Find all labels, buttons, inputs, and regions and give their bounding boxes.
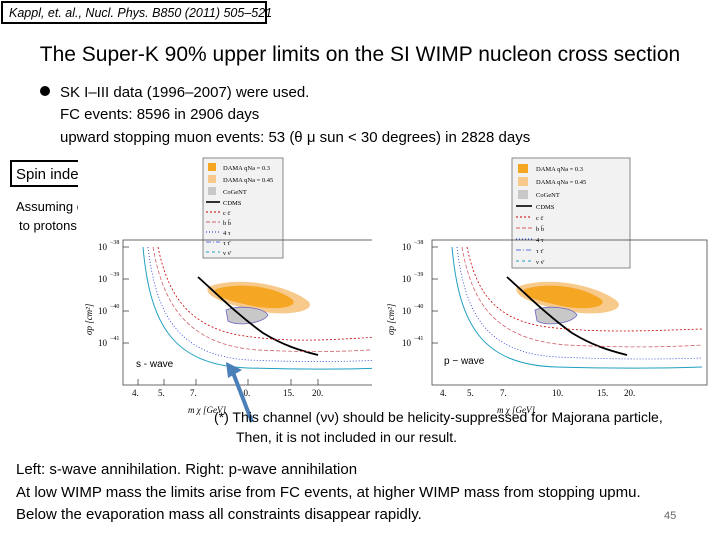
x-tick-right-20: 20. (624, 388, 635, 398)
region-dama-03-right (523, 285, 603, 309)
x-tick-left-20: 20. (312, 388, 323, 398)
x-tick-right-4: 4. (440, 388, 447, 398)
y-exp-right-40: −40 (414, 304, 423, 310)
curve-cdms-right (506, 276, 628, 356)
annotation-arrow (226, 362, 254, 423)
y-exp-right-39: −39 (414, 272, 423, 278)
y-exp-right-38: −38 (414, 240, 423, 246)
x-axis-label-right: m χ [GeV] (497, 405, 535, 415)
legend-label-dama03-right: DAMA qNa = 0.3 (536, 166, 583, 173)
legend-label-cc: c c̄ (223, 210, 231, 217)
x-tick-right-15: 15. (597, 388, 608, 398)
x-tick-left-15: 15. (283, 388, 294, 398)
note-line-1: (*) This channel (νν) should be helicity… (214, 409, 663, 425)
legend-label-dama03: DAMA qNa = 0.3 (223, 165, 270, 172)
legend-label-cc-right: c c̄ (536, 215, 544, 222)
legend-label-dama045-right: DAMA qNa = 0.45 (536, 179, 586, 186)
legend-swatch-cogent (208, 187, 216, 195)
legend-swatch-dama03-right (518, 164, 528, 173)
legend-label-tautau-right: τ τ̄ (536, 248, 544, 255)
legend-label-4tau-right: 4 τ (536, 237, 544, 244)
y-tick-right-38: 10 (402, 242, 412, 252)
y-tick-left-41: 10 (98, 338, 108, 348)
y-exp-left-39: −39 (110, 272, 119, 278)
legend-label-dama045: DAMA qNa = 0.45 (223, 177, 273, 184)
legend-label-bb: b b̄ (223, 220, 231, 227)
citation: Kappl, et. al., Nucl. Phys. B850 (2011) … (1, 1, 272, 24)
bullet-line-1: SK I–III data (1996–2007) were used. (60, 84, 310, 101)
legend-box-left (202, 157, 284, 259)
x-tick-left-5: 5. (158, 388, 165, 398)
y-tick-left-38: 10 (98, 242, 108, 252)
note-line-2: Then, it is not included in our result. (236, 429, 458, 445)
legend-label-cdms: CDMS (223, 200, 242, 207)
region-dama-03-left (214, 285, 294, 309)
page-number: 45 (664, 510, 677, 522)
y-exp-left-41: −41 (110, 336, 119, 342)
y-tick-right-40: 10 (402, 306, 412, 316)
p-wave-label: p − wave (444, 356, 485, 367)
legend-label-cogent: CoGeNT (223, 189, 247, 196)
legend-label-bb-right: b b̄ (536, 226, 544, 233)
bullet-line-2: FC events: 8596 in 2906 days (60, 106, 260, 123)
legend-box-right (511, 157, 631, 269)
curve-cdms-left (197, 276, 319, 356)
legend-label-nunu-right: ν ν̄ (536, 259, 545, 266)
x-tick-left-7: 7. (190, 388, 197, 398)
y-tick-right-41: 10 (402, 338, 412, 348)
x-tick-right-10: 10. (552, 388, 563, 398)
legend-swatch-dama03 (208, 163, 216, 171)
legend-label-cogent-right: CoGeNT (536, 192, 560, 199)
y-axis-label-right: σp [cm²] (386, 303, 396, 335)
s-wave-label: s - wave (136, 359, 174, 370)
y-exp-right-41: −41 (414, 336, 423, 342)
x-tick-left-4: 4. (132, 388, 139, 398)
legend-swatch-dama045-right (518, 177, 528, 186)
bullet-line-3: upward stopping muon events: 53 (θ μ sun… (60, 129, 531, 146)
bottom-line-3: Below the evaporation mass all constrain… (16, 506, 422, 523)
curve-nunu-left (142, 246, 384, 370)
x-tick-right-5: 5. (467, 388, 474, 398)
legend-label-tautau: τ τ̄ (223, 240, 231, 247)
legend-label-4tau: 4 τ (223, 230, 231, 237)
curve-bb-right (461, 246, 703, 348)
curve-nunu-right (451, 246, 703, 369)
curve-cc-right (466, 246, 703, 332)
legend-swatch-dama045 (208, 175, 216, 183)
plot-frame-right (431, 239, 708, 386)
bottom-line-2: At low WIMP mass the limits arise from F… (16, 484, 641, 501)
slide-title: The Super-K 90% upper limits on the SI W… (39, 43, 681, 66)
y-exp-left-38: −38 (110, 240, 119, 246)
curve-4tau-left (147, 246, 384, 362)
y-tick-left-40: 10 (98, 306, 108, 316)
legend-label-nunu: ν ν̄ (223, 250, 232, 257)
y-axis-label-left: σp [cm²] (84, 303, 94, 335)
x-tick-right-7: 7. (500, 388, 507, 398)
bullet-dot (40, 86, 50, 96)
x-tick-left-10: 10. (239, 388, 250, 398)
y-tick-left-39: 10 (98, 274, 108, 284)
y-tick-right-39: 10 (402, 274, 412, 284)
legend-label-cdms-right: CDMS (536, 204, 555, 211)
p-wave-plot: DAMA qNa = 0.3 DAMA qNa = 0.45 CoGeNT CD… (372, 155, 712, 430)
legend-swatch-cogent-right (518, 190, 528, 199)
arrow-head-icon (226, 362, 242, 378)
y-exp-left-40: −40 (110, 304, 119, 310)
x-axis-label-left: m χ [GeV] (188, 405, 226, 415)
bottom-line-1: Left: s-wave annihilation. Right: p-wave… (16, 461, 358, 478)
s-wave-plot: DAMA qNa = 0.3 DAMA qNa = 0.45 CoGeNT CD… (78, 155, 418, 430)
curve-cc-left (157, 246, 379, 341)
